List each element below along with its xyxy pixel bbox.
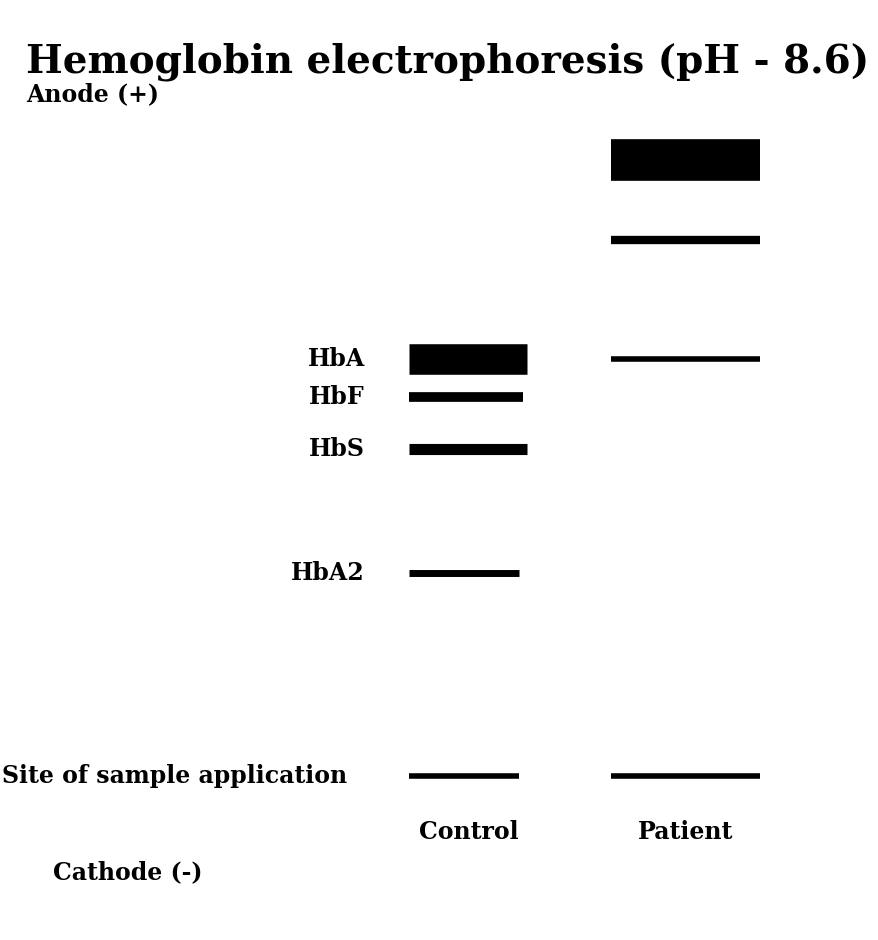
Text: HbA2: HbA2 (291, 561, 364, 586)
Text: HbA: HbA (307, 347, 364, 371)
Text: Hemoglobin electrophoresis (pH - 8.6): Hemoglobin electrophoresis (pH - 8.6) (26, 42, 868, 81)
Text: HbF: HbF (309, 384, 364, 409)
Text: Control: Control (418, 820, 518, 844)
Text: Site of sample application: Site of sample application (2, 763, 347, 788)
Text: HbS: HbS (308, 437, 364, 462)
Text: Anode (+): Anode (+) (26, 82, 159, 106)
Text: Cathode (-): Cathode (-) (53, 860, 202, 885)
Text: Patient: Patient (637, 820, 732, 844)
